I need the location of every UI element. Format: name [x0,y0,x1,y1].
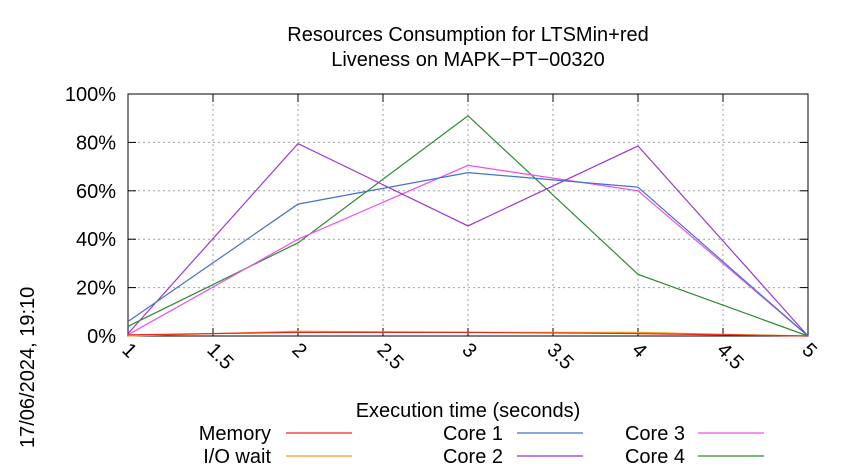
legend-label: Core 1 [443,423,503,445]
legend-label: I/O wait [203,446,271,468]
series-line-core-1 [127,171,809,337]
chart-title: Resources Consumption for LTSMin+red [287,24,648,46]
legend-label: Core 2 [443,446,503,468]
legend-label: Core 3 [625,423,685,445]
x-tick-label: 5 [797,339,820,362]
x-tick-label: 3.5 [542,339,577,374]
plot-frame [127,93,809,337]
y-tick-label: 0% [87,326,116,348]
y-tick-label: 100% [65,84,116,106]
x-axis-label: Execution time (seconds) [356,400,581,422]
x-tick-label: 4.5 [712,339,747,374]
x-tick-label: 1 [117,339,140,362]
y-tick-label: 40% [76,229,116,251]
y-tick-label: 20% [76,278,116,300]
y-tick-label: 60% [76,181,116,203]
series-line-core-3 [127,164,809,337]
series-line-core-2 [127,142,809,337]
grid [128,94,808,336]
x-tick-label: 4 [627,339,650,362]
axis-ticks: 0% 20% 40% 60% 80% 100% 1 1.5 2 2.5 3 3.5 4 4.5 5 [65,84,821,374]
x-tick-label: 2 [287,339,310,362]
chart-subtitle: Liveness on MAPK−PT−00320 [331,49,605,71]
x-tick-label: 3 [457,339,480,362]
x-tick-label: 1.5 [202,339,237,374]
y-tick-label: 80% [76,132,116,154]
legend-label: Memory [199,423,271,445]
x-tick-label: 2.5 [372,339,407,374]
series-lines [127,115,809,337]
timestamp: 17/06/2024, 19:10 [17,287,39,448]
series-line-memory [127,331,809,337]
legend-label: Core 4 [625,446,685,468]
